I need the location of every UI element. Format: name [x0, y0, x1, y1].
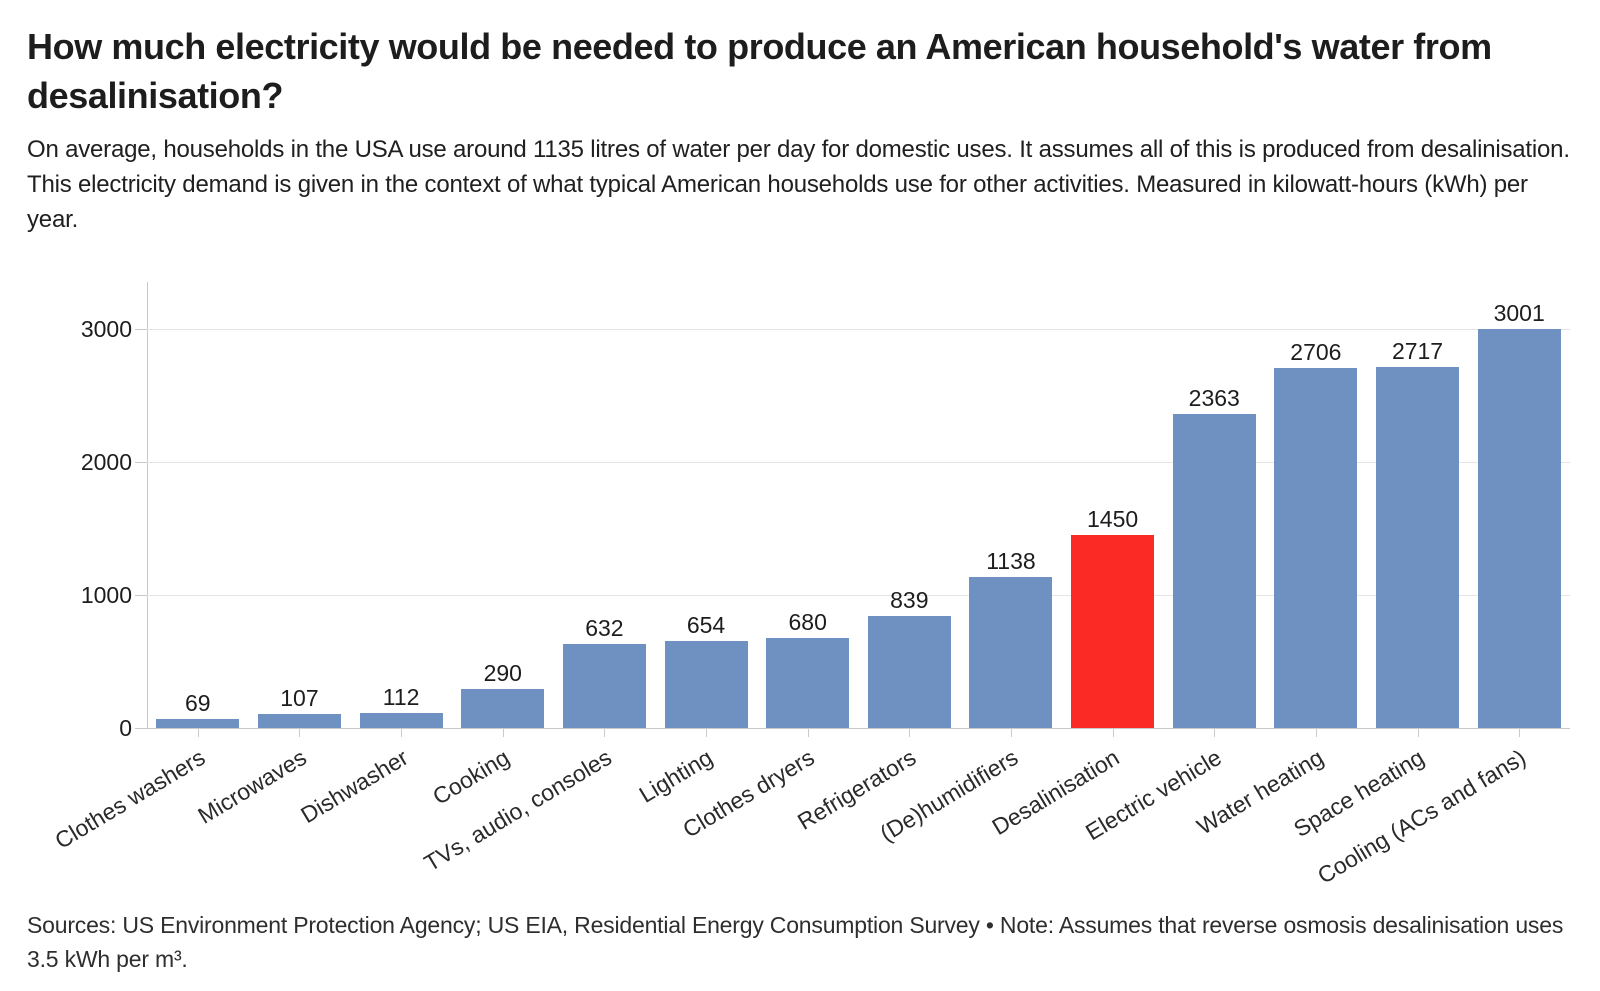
- chart-header: How much electricity would be needed to …: [27, 22, 1575, 237]
- x-axis-tick: [706, 728, 707, 737]
- chart-footer: Sources: US Environment Protection Agenc…: [27, 908, 1575, 976]
- y-axis-tick-label: 0: [119, 715, 132, 741]
- bar: [1477, 329, 1561, 728]
- bar: [359, 713, 443, 728]
- x-axis-tick: [604, 728, 605, 737]
- bar: [156, 719, 240, 728]
- bar-value-label: 2363: [1188, 385, 1240, 411]
- bar-chart: 0 1000 2000 3000 69 Clothes washers 107 Microwa…: [0, 282, 1600, 892]
- x-axis-category-label: Lighting: [634, 744, 718, 808]
- x-axis-category-label: Microwaves: [193, 744, 311, 829]
- bar-value-label: 2717: [1391, 338, 1444, 364]
- bar-value-label: 654: [686, 612, 726, 638]
- bar-value-label: 290: [483, 660, 522, 686]
- bar: [1172, 414, 1256, 728]
- x-axis-tick: [1113, 728, 1114, 737]
- bar-value-label: 1450: [1087, 506, 1139, 532]
- x-axis-tick: [401, 728, 402, 737]
- y-gridline: [147, 462, 1570, 463]
- y-axis-tick-label: 1000: [80, 582, 132, 608]
- y-axis-tick: [135, 595, 147, 596]
- x-axis-tick: [1316, 728, 1317, 737]
- x-axis-tick: [198, 728, 199, 737]
- plot-area: 0 1000 2000 3000 69 Clothes washers 107 Microwa…: [0, 282, 1600, 892]
- bar-value-label: 69: [185, 690, 211, 716]
- y-axis-tick: [135, 462, 147, 463]
- x-axis-category-label: Dishwasher: [296, 744, 413, 829]
- bar: [664, 641, 748, 728]
- x-axis-tick: [808, 728, 809, 737]
- bar: [257, 714, 341, 728]
- x-axis-tick: [1011, 728, 1012, 737]
- x-axis-tick: [1214, 728, 1215, 737]
- bar: [1376, 367, 1460, 728]
- bar-value-label: 680: [788, 609, 827, 635]
- chart-source-note: Sources: US Environment Protection Agenc…: [27, 912, 1564, 972]
- x-axis-tick: [1418, 728, 1419, 737]
- x-axis-category-label: Cooking: [428, 744, 515, 810]
- chart-subtitle: On average, households in the USA use ar…: [27, 136, 1570, 233]
- bar: [1274, 368, 1358, 728]
- bar-value-label: 107: [280, 685, 319, 711]
- y-axis-tick-label: 2000: [80, 449, 132, 475]
- bar: [562, 644, 646, 728]
- x-axis-tick: [909, 728, 910, 737]
- bar: [1071, 535, 1155, 728]
- bar-value-label: 2706: [1290, 339, 1342, 365]
- bar: [766, 638, 850, 728]
- y-gridline: [147, 329, 1570, 330]
- y-axis-tick: [135, 728, 147, 729]
- page-title: How much electricity would be needed to …: [27, 26, 1492, 116]
- x-axis-line: [147, 728, 1570, 729]
- x-axis-category-label: Clothes washers: [50, 744, 210, 854]
- bar-value-label: 112: [382, 684, 420, 710]
- bar: [867, 616, 951, 728]
- bar-value-label: 632: [585, 615, 624, 641]
- x-axis-category-label: TVs, audio, consoles: [419, 744, 616, 877]
- x-axis-tick: [299, 728, 300, 737]
- y-axis-tick: [135, 329, 147, 330]
- y-axis-line: [147, 282, 148, 728]
- y-axis-tick-label: 3000: [80, 316, 132, 342]
- bar-value-label: 3001: [1493, 300, 1545, 326]
- bar-value-label: 1138: [986, 548, 1036, 574]
- bar-value-label: 839: [890, 587, 929, 613]
- bar: [969, 577, 1053, 728]
- x-axis-tick: [503, 728, 504, 737]
- x-axis-tick: [1519, 728, 1520, 737]
- bar: [461, 689, 545, 728]
- y-gridline: [147, 595, 1570, 596]
